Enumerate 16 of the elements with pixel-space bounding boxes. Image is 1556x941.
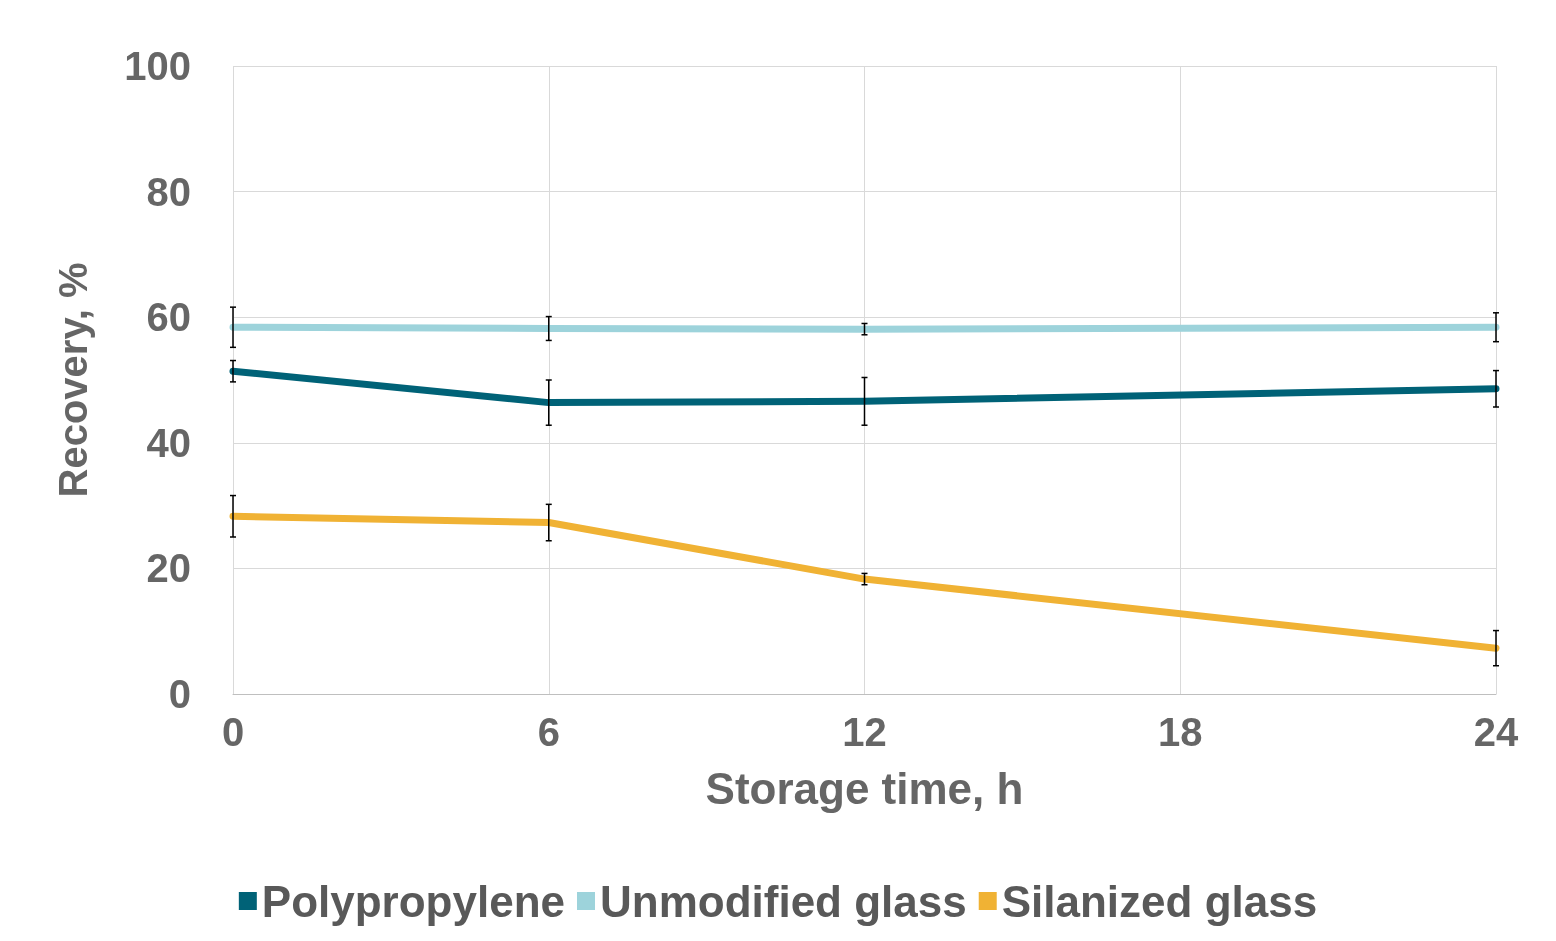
legend-label: Silanized glass — [1001, 876, 1318, 926]
x-axis-title: Storage time, h — [705, 763, 1024, 813]
legend-label: Polypropylene — [261, 876, 566, 926]
y-tick-label: 60 — [146, 295, 191, 340]
x-tick-label: 24 — [1473, 710, 1519, 754]
y-tick-label: 80 — [146, 169, 191, 214]
y-tick-label: 100 — [124, 44, 191, 88]
x-tick-label: 18 — [1158, 710, 1203, 754]
x-tick-label: 6 — [537, 710, 560, 754]
y-axis-title: Recovery, % — [51, 262, 95, 498]
y-tick-label: 40 — [146, 420, 191, 465]
y-tick-label: 0 — [168, 672, 191, 716]
y-tick-label: 20 — [146, 546, 191, 591]
x-tick-label: 0 — [221, 710, 245, 754]
legend-label: Unmodified glass — [600, 876, 967, 926]
x-tick-label: 12 — [842, 710, 887, 754]
